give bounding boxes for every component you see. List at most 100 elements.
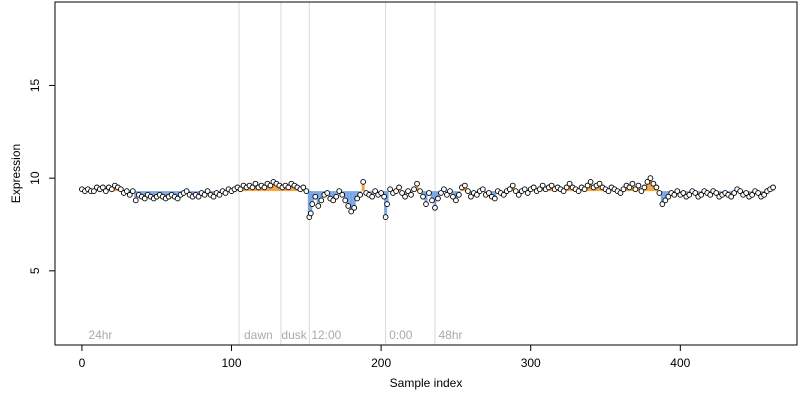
- below-baseline-bar: [493, 191, 497, 199]
- data-point: [563, 184, 570, 191]
- data-point: [252, 180, 259, 187]
- data-point: [369, 193, 375, 200]
- data-point: [575, 188, 582, 194]
- data-point: [307, 210, 314, 217]
- above-baseline-bar: [274, 183, 278, 192]
- data-point: [728, 193, 735, 200]
- below-baseline-bar: [433, 191, 437, 208]
- below-baseline-bar: [164, 191, 168, 199]
- x-axis-label: Sample index: [390, 376, 463, 390]
- data-point: [216, 191, 223, 198]
- data-point: [491, 195, 498, 202]
- region-labels: 24hr dawn dusk 12:00 0:00 48hr: [88, 328, 462, 342]
- data-point: [659, 201, 666, 207]
- data-point: [680, 190, 687, 196]
- data-point: [141, 195, 148, 202]
- data-point: [479, 186, 486, 193]
- data-point: [360, 178, 367, 185]
- data-point: [539, 182, 546, 189]
- above-baseline-bar: [568, 183, 572, 192]
- data-point: [521, 186, 528, 193]
- region-lines: [238, 2, 436, 345]
- data-point: [342, 197, 349, 204]
- below-baseline-bar: [424, 191, 428, 205]
- below-baseline-bar: [454, 191, 458, 201]
- below-baseline-bar: [346, 191, 350, 206]
- x-tick-label: 0: [79, 356, 86, 370]
- data-point: [462, 182, 468, 189]
- below-baseline-bar: [310, 191, 314, 205]
- y-axis-label: Expression: [9, 144, 23, 203]
- data-point: [381, 193, 387, 200]
- data-point: [393, 188, 399, 194]
- above-baseline-bar: [361, 181, 365, 192]
- below-baseline-bar: [430, 191, 434, 201]
- region-label: 24hr: [88, 328, 112, 342]
- data-point: [587, 178, 594, 185]
- data-point: [324, 190, 331, 196]
- data-point: [632, 186, 639, 193]
- above-baseline-bar: [589, 181, 593, 192]
- data-point: [450, 193, 456, 200]
- data-point: [647, 175, 654, 181]
- x-tick-label: 200: [371, 356, 391, 370]
- data-point: [743, 190, 749, 196]
- data-point: [103, 188, 109, 194]
- data-point: [300, 184, 307, 191]
- data-point: [382, 214, 389, 220]
- data-point: [126, 191, 133, 198]
- data-point: [411, 186, 417, 193]
- data-point: [174, 195, 181, 202]
- data-point: [536, 186, 543, 193]
- above-baseline-bar: [415, 183, 419, 192]
- below-baseline-bar: [355, 191, 359, 199]
- data-point: [671, 191, 678, 198]
- below-baseline-bar: [385, 191, 389, 205]
- data-point: [509, 182, 516, 189]
- data-point: [755, 190, 761, 196]
- above-baseline-bar: [598, 183, 602, 192]
- data-point: [123, 188, 130, 194]
- region-label: dawn: [244, 328, 273, 342]
- data-point: [201, 191, 208, 198]
- data-point: [318, 197, 325, 204]
- data-point: [132, 197, 139, 204]
- data-point: [204, 188, 211, 194]
- data-point: [617, 190, 624, 196]
- data-point: [399, 190, 405, 196]
- data-point: [222, 190, 229, 196]
- data-point: [626, 184, 633, 191]
- data-point: [396, 184, 402, 191]
- data-point: [749, 191, 755, 198]
- data-point: [686, 191, 693, 198]
- x-axis: 0 100 200 300 400: [79, 345, 691, 370]
- data-point: [336, 188, 343, 194]
- data-point: [500, 191, 507, 198]
- data-point: [474, 191, 480, 198]
- data-point: [662, 197, 669, 204]
- data-point: [605, 188, 612, 194]
- data-point: [195, 193, 202, 200]
- data-point: [644, 178, 651, 185]
- region-label: 0:00: [389, 328, 413, 342]
- data-point: [129, 188, 136, 194]
- data-point: [485, 190, 492, 196]
- data-point: [465, 188, 471, 194]
- above-baseline-bar: [289, 183, 293, 192]
- data-point: [629, 180, 636, 187]
- data-point: [435, 195, 441, 202]
- data-point: [100, 184, 106, 191]
- data-point: [333, 193, 340, 200]
- data-point: [303, 188, 310, 194]
- data-point: [453, 197, 459, 204]
- below-baseline-bar: [436, 191, 440, 199]
- x-tick-label: 400: [670, 356, 690, 370]
- above-baseline-bar: [630, 183, 634, 192]
- above-baseline-bar: [651, 183, 655, 192]
- data-point: [261, 184, 268, 191]
- data-point: [426, 190, 432, 196]
- data-point: [420, 193, 426, 200]
- data-point: [354, 195, 361, 202]
- data-point: [91, 188, 97, 194]
